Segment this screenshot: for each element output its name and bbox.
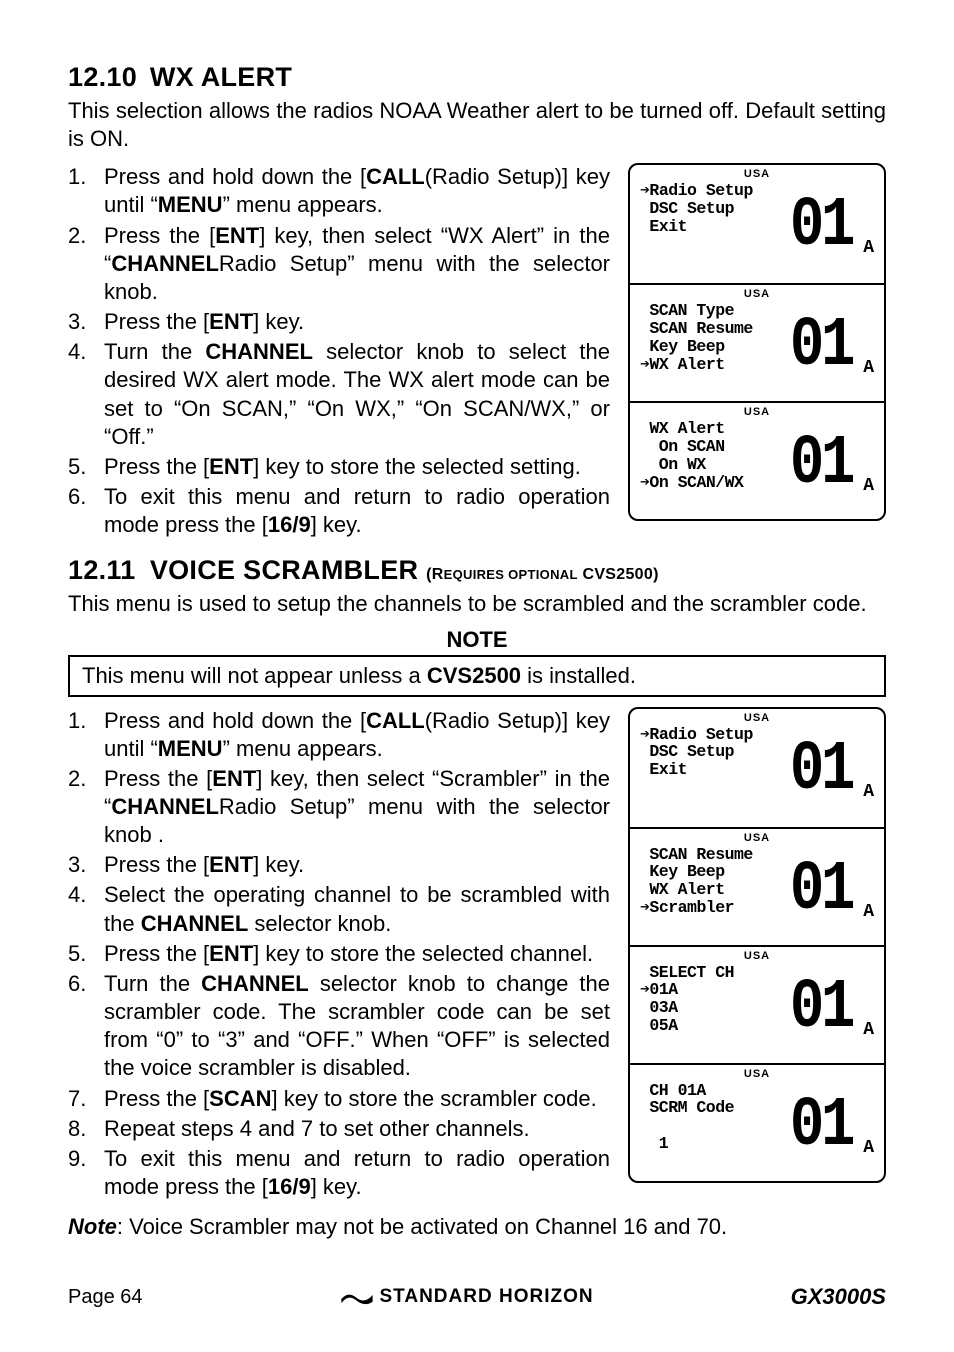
heading-number: 12.11 (68, 555, 142, 586)
heading-subtitle: (REQUIRES OPTIONAL CVS2500) (426, 566, 659, 583)
note-title: NOTE (68, 627, 886, 653)
heading-title: VOICE SCRAMBLER (150, 555, 419, 585)
brand-logo: STANDARD HORIZON (340, 1286, 594, 1308)
step-item: 5.Press the [ENT] key to store the selec… (68, 940, 610, 968)
step-item: 4.Select the operating channel to be scr… (68, 881, 610, 937)
step-item: 5.Press the [ENT] key to store the selec… (68, 453, 610, 481)
section1-intro: This selection allows the radios NOAA We… (68, 97, 886, 153)
lcd-screen: USA SELECT CH ➔01A 03A 05A01A (630, 945, 884, 1063)
model-number: GX3000S (791, 1284, 886, 1310)
section-voice-scrambler: 12.11 VOICE SCRAMBLER (REQUIRES OPTIONAL… (68, 555, 886, 1241)
section2-lcd-stack: USA➔Radio Setup DSC Setup Exit01AUSA SCA… (628, 707, 886, 1183)
step-item: 6.To exit this menu and return to radio … (68, 483, 610, 539)
step-item: 8.Repeat steps 4 and 7 to set other chan… (68, 1115, 610, 1143)
step-item: 1.Press and hold down the [CALL(Radio Se… (68, 707, 610, 763)
step-item: 9.To exit this menu and return to radio … (68, 1145, 610, 1201)
section-wx-alert: 12.10 WX ALERT This selection allows the… (68, 62, 886, 541)
step-item: 6.Turn the CHANNEL selector knob to chan… (68, 970, 610, 1083)
lcd-screen: USA➔Radio Setup DSC Setup Exit01A (630, 165, 884, 283)
page-footer: Page 64 STANDARD HORIZON GX3000S (68, 1284, 886, 1310)
lcd-screen: USA WX Alert On SCAN On WX ➔On SCAN/WX01… (630, 401, 884, 519)
step-item: 3.Press the [ENT] key. (68, 308, 610, 336)
heading-number: 12.10 (68, 62, 142, 93)
step-item: 7.Press the [SCAN] key to store the scra… (68, 1085, 610, 1113)
lcd-screen: USA SCAN Resume Key Beep WX Alert ➔Scram… (630, 827, 884, 945)
section1-lcd-stack: USA➔Radio Setup DSC Setup Exit01AUSA SCA… (628, 163, 886, 521)
step-item: 2.Press the [ENT] key, then select “Scra… (68, 765, 610, 849)
heading-title: WX ALERT (150, 62, 292, 92)
note-box: This menu will not appear unless a CVS25… (68, 655, 886, 697)
step-item: 4.Turn the CHANNEL selector knob to sele… (68, 338, 610, 451)
horizon-wave-icon (340, 1286, 374, 1308)
lcd-screen: USA SCAN Type SCAN Resume Key Beep ➔WX A… (630, 283, 884, 401)
section2-intro: This menu is used to setup the channels … (68, 590, 886, 618)
page-number: Page 64 (68, 1286, 143, 1309)
section1-steps: 1.Press and hold down the [CALL(Radio Se… (68, 163, 610, 541)
section2-steps: 1.Press and hold down the [CALL(Radio Se… (68, 707, 610, 1204)
lcd-screen: USA CH 01A SCRM Code 101A (630, 1063, 884, 1181)
step-item: 3.Press the [ENT] key. (68, 851, 610, 879)
lcd-screen: USA➔Radio Setup DSC Setup Exit01A (630, 709, 884, 827)
footnote: Note: Voice Scrambler may not be activat… (68, 1213, 886, 1241)
heading-12-10: 12.10 WX ALERT (68, 62, 886, 93)
heading-12-11: 12.11 VOICE SCRAMBLER (REQUIRES OPTIONAL… (68, 555, 886, 586)
step-item: 1.Press and hold down the [CALL(Radio Se… (68, 163, 610, 219)
step-item: 2.Press the [ENT] key, then select “WX A… (68, 222, 610, 306)
